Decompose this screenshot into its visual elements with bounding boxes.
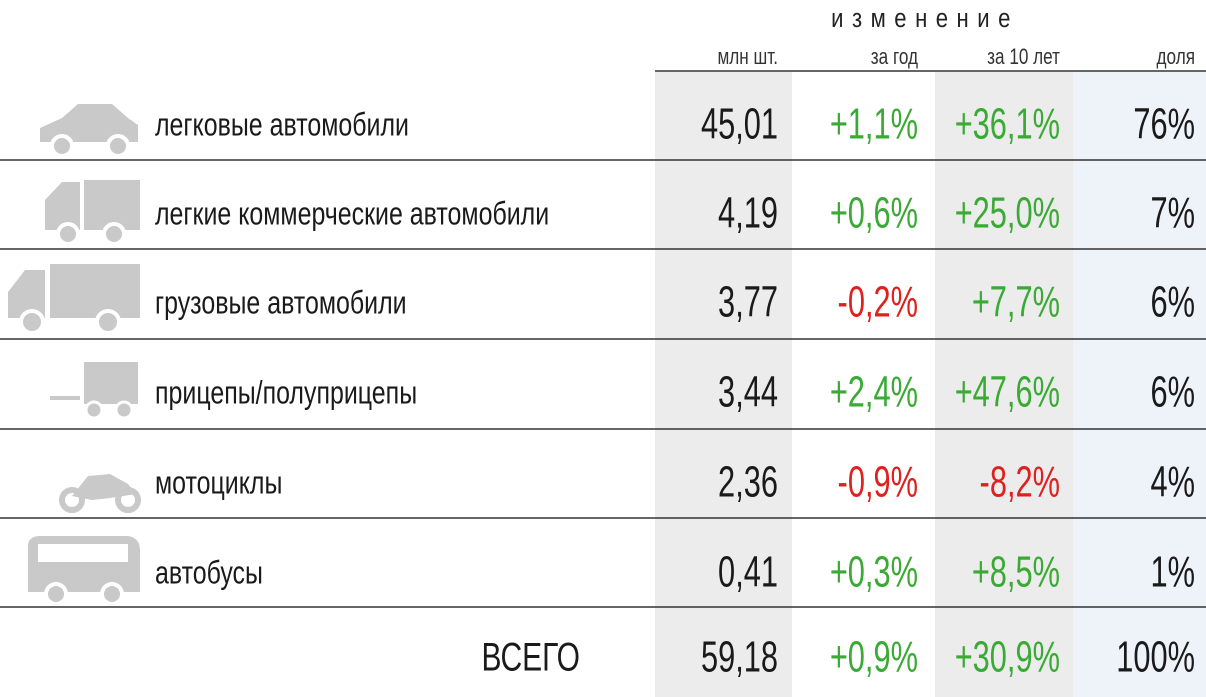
cell-share: 6%	[1150, 278, 1195, 327]
cell-change: +36,1%	[955, 100, 1060, 149]
car-icon	[40, 104, 138, 142]
cell-share: 4%	[1150, 458, 1195, 507]
cell-change: +0,9%	[830, 633, 918, 682]
cell-share: 1%	[1150, 548, 1195, 597]
row-label: автобусы	[155, 556, 263, 592]
column-bg	[1073, 72, 1206, 697]
icons	[8, 104, 141, 606]
cell-change: +0,6%	[830, 189, 918, 238]
cell-change: +0,3%	[830, 548, 918, 597]
column-header: млн шт.	[717, 45, 778, 70]
total-label: ВСЕГО	[481, 635, 580, 679]
column-header: за 10 лет	[987, 45, 1060, 70]
van-icon	[45, 180, 140, 230]
row-label: грузовые автомобили	[155, 286, 407, 322]
cell-change: +30,9%	[955, 633, 1060, 682]
column-header: за год	[871, 45, 919, 70]
cell-share: 6%	[1150, 368, 1195, 417]
cell-value: 59,18	[701, 633, 778, 682]
group-header: изменение	[831, 4, 1019, 33]
cell-change: +7,7%	[972, 278, 1060, 327]
cell-change: -0,2%	[838, 278, 918, 327]
cell-share: 76%	[1133, 100, 1195, 149]
row-label: легкие коммерческие автомобили	[155, 197, 549, 233]
column-header: доля	[1157, 45, 1195, 70]
cell-change: +1,1%	[830, 100, 918, 149]
cell-change: -0,9%	[838, 458, 918, 507]
truck-icon	[8, 264, 140, 318]
cell-change: +2,4%	[830, 368, 918, 417]
row-label: мотоциклы	[155, 466, 282, 502]
cell-change: +8,5%	[972, 548, 1060, 597]
cell-change: +25,0%	[955, 189, 1060, 238]
cell-value: 2,36	[718, 458, 778, 507]
cell-change: +47,6%	[955, 368, 1060, 417]
cell-value: 3,44	[718, 368, 778, 417]
row-label: легковые автомобили	[155, 108, 409, 144]
column-bg	[935, 72, 1073, 697]
cell-change: -8,2%	[980, 458, 1060, 507]
cell-share: 7%	[1150, 189, 1195, 238]
cell-value: 3,77	[718, 278, 778, 327]
column-bg	[655, 72, 792, 697]
cell-share: 100%	[1116, 633, 1195, 682]
cell-value: 45,01	[701, 100, 778, 149]
row-label: прицепы/полуприцепы	[155, 376, 417, 412]
cell-value: 0,41	[718, 548, 778, 597]
cell-value: 4,19	[718, 189, 778, 238]
